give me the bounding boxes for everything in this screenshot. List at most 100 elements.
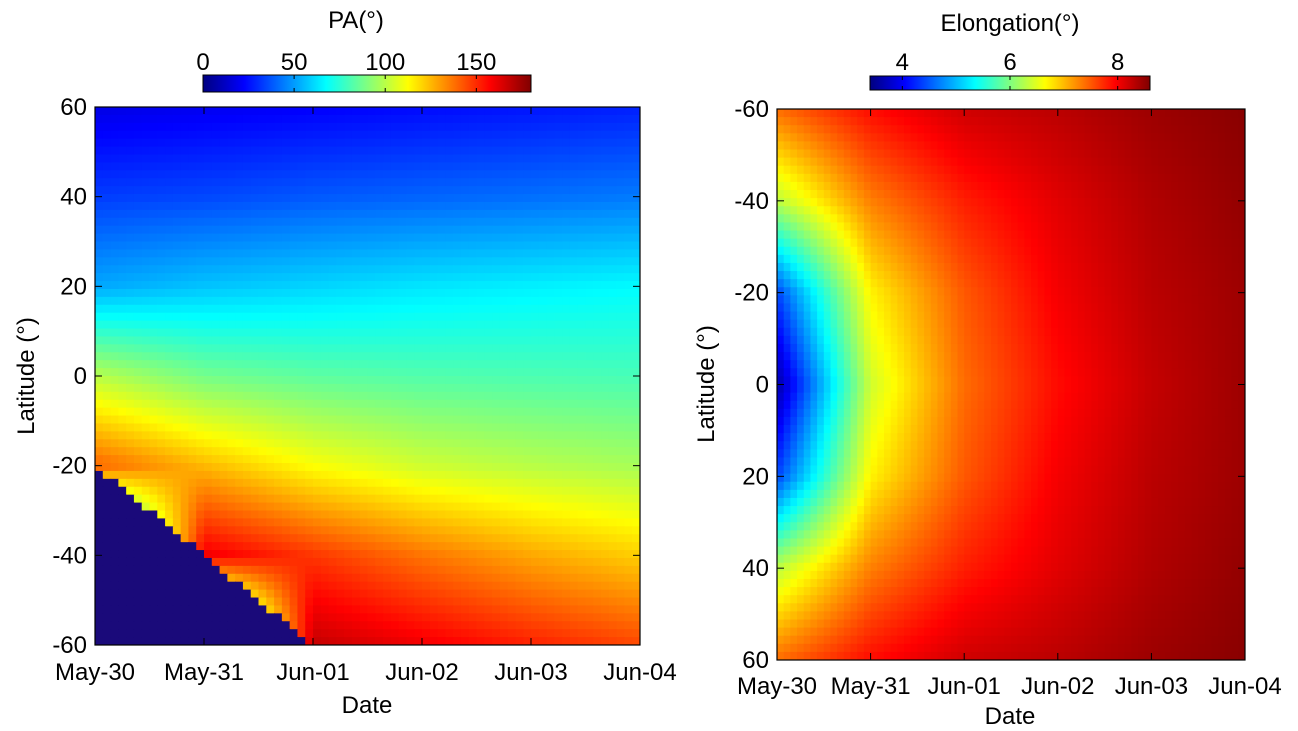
heatmap-cell — [110, 265, 119, 274]
heatmap-cell — [126, 368, 135, 377]
heatmap-cell — [227, 637, 236, 645]
heatmap-cell — [422, 114, 431, 124]
heatmap-cell — [917, 125, 925, 134]
heatmap-cell — [141, 383, 151, 393]
heatmap-cell — [281, 431, 291, 440]
heatmap-cell — [359, 114, 369, 124]
heatmap-cell — [398, 573, 408, 583]
heatmap-cell — [585, 463, 594, 472]
heatmap-cell — [460, 383, 470, 393]
heatmap-cell — [289, 257, 299, 266]
heatmap-cell — [538, 344, 548, 353]
heatmap-cell — [624, 352, 633, 361]
heatmap-cell — [133, 605, 143, 614]
heatmap-cell — [422, 233, 431, 243]
heatmap-cell — [235, 170, 244, 179]
heatmap-cell — [266, 502, 275, 512]
heatmap-cell — [141, 629, 151, 638]
heatmap-cell — [507, 352, 517, 361]
heatmap-cell — [196, 447, 205, 456]
heatmap-cell — [336, 241, 345, 251]
heatmap-cell — [320, 550, 330, 559]
heatmap-cell — [274, 478, 283, 488]
heatmap-cell — [964, 117, 972, 126]
heatmap-cell — [266, 304, 275, 314]
heatmap-cell — [437, 241, 446, 251]
heatmap-cell — [126, 336, 135, 345]
heatmap-cell — [344, 368, 353, 377]
heatmap-cell — [126, 225, 135, 235]
heatmap-cell — [601, 447, 610, 456]
heatmap-cell — [336, 209, 345, 219]
heatmap-cell — [172, 470, 182, 480]
heatmap-cell — [204, 542, 213, 551]
heatmap-cell — [964, 109, 972, 118]
heatmap-cell — [484, 296, 493, 306]
heatmap-cell — [1144, 117, 1152, 126]
heatmap-cell — [593, 170, 602, 179]
heatmap-cell — [538, 328, 548, 338]
heatmap-cell — [375, 376, 384, 385]
heatmap-cell — [476, 542, 485, 551]
heatmap-cell — [211, 494, 221, 504]
heatmap-cell — [305, 304, 314, 314]
heatmap-cell — [258, 589, 267, 599]
heatmap-cell — [172, 209, 182, 219]
heatmap-cell — [562, 463, 571, 472]
heatmap-cell — [110, 241, 119, 251]
heatmap-cell — [538, 336, 548, 345]
heatmap-cell — [616, 122, 626, 132]
heatmap-cell — [165, 550, 174, 559]
heatmap-cell — [305, 312, 314, 322]
heatmap-cell — [250, 249, 260, 258]
heatmap-cell — [468, 415, 478, 425]
heatmap-cell — [344, 146, 353, 156]
heatmap-cell — [133, 336, 143, 345]
heatmap-cell — [554, 312, 563, 322]
heatmap-cell — [157, 557, 166, 567]
heatmap-cell — [141, 557, 151, 567]
heatmap-cell — [351, 597, 361, 607]
heatmap-cell — [359, 391, 369, 401]
heatmap-cell — [406, 455, 415, 464]
heatmap-cell — [383, 257, 392, 266]
heatmap-cell — [585, 613, 594, 622]
heatmap-cell — [414, 194, 423, 203]
heatmap-cell — [507, 399, 517, 409]
heatmap-cell — [281, 162, 291, 171]
heatmap-cell — [274, 597, 283, 607]
heatmap-cell — [289, 296, 299, 306]
heatmap-cell — [569, 178, 579, 187]
heatmap-cell — [429, 447, 439, 456]
heatmap-cell — [165, 526, 174, 535]
heatmap-cell — [492, 431, 501, 440]
heatmap-cell — [499, 273, 509, 282]
heatmap-cell — [172, 526, 182, 535]
heatmap-cell — [157, 312, 166, 322]
heatmap-cell — [383, 613, 392, 622]
heatmap-cell — [422, 162, 431, 171]
heatmap-cell — [538, 510, 548, 520]
heatmap-cell — [281, 288, 291, 298]
heatmap-cell — [149, 383, 158, 393]
heatmap-cell — [601, 573, 610, 583]
heatmap-cell — [515, 265, 524, 274]
heatmap-cell — [375, 621, 384, 630]
heatmap-cell — [274, 296, 283, 306]
heatmap-cell — [375, 470, 384, 480]
heatmap-cell — [336, 605, 345, 614]
heatmap-cell — [422, 407, 431, 417]
heatmap-cell — [118, 201, 127, 211]
heatmap-cell — [313, 288, 322, 298]
heatmap-cell — [390, 542, 400, 551]
heatmap-cell — [406, 209, 415, 219]
heatmap-cell — [437, 431, 446, 440]
heatmap-cell — [110, 257, 119, 266]
heatmap-cell — [562, 383, 571, 393]
heatmap-cell — [242, 565, 252, 575]
heatmap-cell — [336, 502, 345, 512]
heatmap-cell — [141, 455, 151, 464]
heatmap-cell — [499, 447, 509, 456]
heatmap-cell — [917, 109, 925, 118]
heatmap-cell — [289, 336, 299, 345]
